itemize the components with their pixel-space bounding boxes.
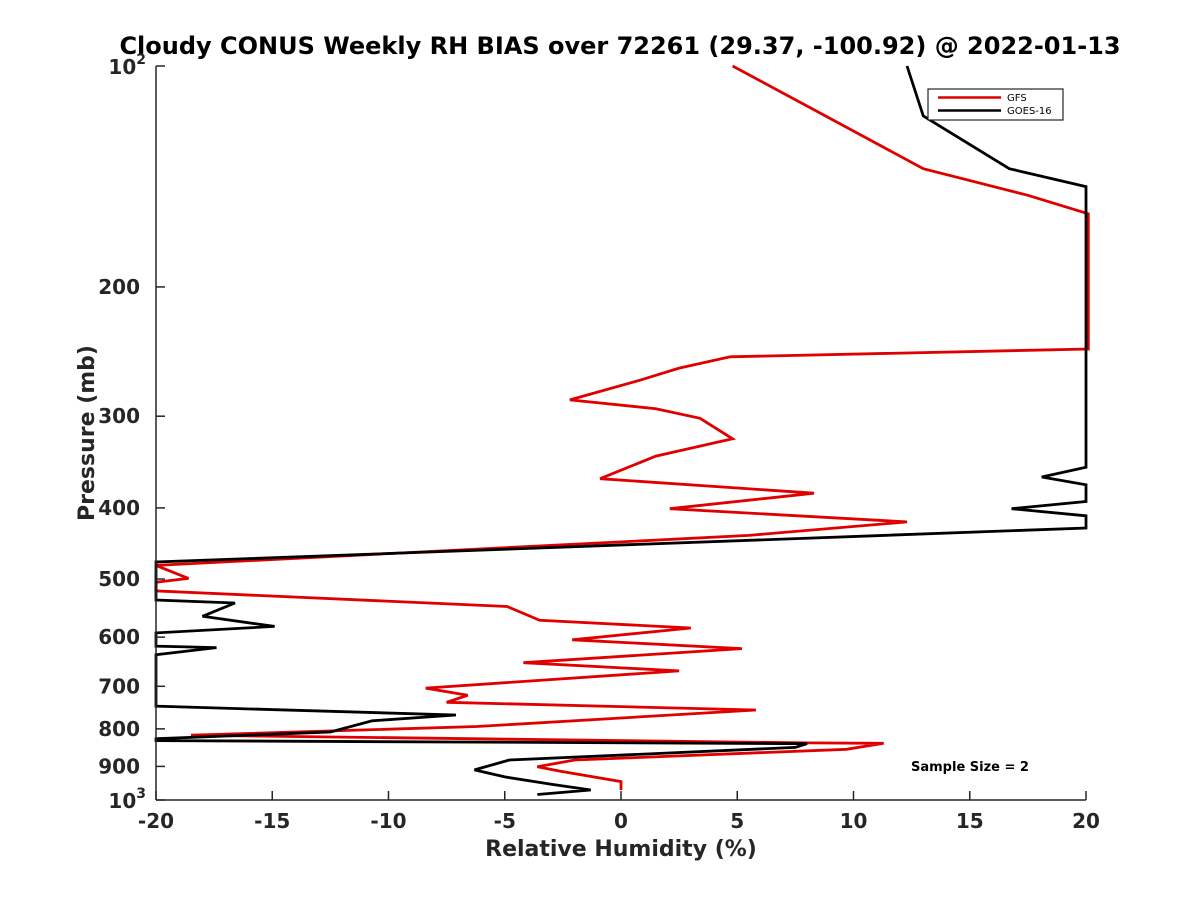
x-tick-label: 20 xyxy=(1072,809,1100,833)
x-tick-label: -5 xyxy=(494,809,516,833)
plot-background xyxy=(156,66,1086,800)
y-tick-label: 200 xyxy=(98,275,140,299)
y-tick-label: 600 xyxy=(98,625,140,649)
y-tick-label: 900 xyxy=(98,754,140,778)
y-tick-label: 102 xyxy=(108,52,146,79)
x-tick-label: 10 xyxy=(840,809,868,833)
y-tick-label: 800 xyxy=(98,717,140,741)
sample-size-annotation: Sample Size = 2 xyxy=(911,760,1029,775)
y-tick-exponent: 2 xyxy=(136,52,146,68)
x-tick-label: 5 xyxy=(730,809,744,833)
x-tick-label: -15 xyxy=(254,809,290,833)
x-tick-label: -20 xyxy=(138,809,174,833)
legend-label-goes16: GOES-16 xyxy=(1007,106,1052,117)
x-tick-label: -10 xyxy=(370,809,406,833)
plot-area xyxy=(154,64,1090,801)
y-tick-label: 300 xyxy=(98,404,140,428)
y-tick-exponent: 3 xyxy=(136,786,146,802)
y-tick-label: 500 xyxy=(98,567,140,591)
y-tick-label: 103 xyxy=(108,786,146,813)
y-tick-base: 10 xyxy=(108,789,136,813)
y-tick-label: 400 xyxy=(98,496,140,520)
y-axis-label: Pressure (mb) xyxy=(75,345,100,521)
legend: GFS GOES-16 xyxy=(927,88,1064,121)
x-axis-ticks: -20 -15 -10 -5 0 5 10 15 20 xyxy=(138,791,1100,833)
chart-title: Cloudy CONUS Weekly RH BIAS over 72261 (… xyxy=(119,32,1120,60)
x-tick-label: 15 xyxy=(956,809,984,833)
legend-label-gfs: GFS xyxy=(1007,93,1027,104)
legend-box xyxy=(927,88,1064,121)
y-tick-base: 10 xyxy=(108,55,136,79)
y-tick-label: 700 xyxy=(98,674,140,698)
x-tick-label: 0 xyxy=(614,809,628,833)
x-axis-label: Relative Humidity (%) xyxy=(485,837,757,862)
